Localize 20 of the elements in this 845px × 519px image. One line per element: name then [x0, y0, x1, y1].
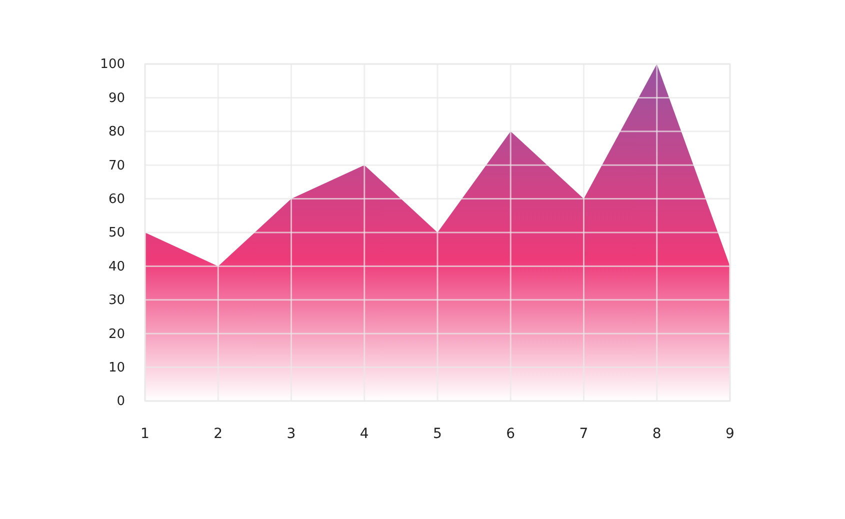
y-tick-label: 70: [108, 158, 125, 174]
y-tick-label: 40: [108, 259, 125, 274]
y-tick-label: 20: [108, 326, 125, 342]
y-tick-label: 60: [108, 192, 125, 207]
x-tick-label: 6: [506, 426, 516, 442]
x-tick-label: 5: [433, 426, 442, 442]
x-tick-label: 8: [652, 426, 662, 442]
x-tick-label: 7: [579, 426, 588, 442]
y-tick-label: 10: [108, 360, 125, 376]
y-tick-label: 50: [108, 226, 125, 241]
y-tick-label: 30: [108, 293, 125, 308]
y-tick-label: 100: [100, 57, 125, 72]
y-tick-label: 90: [108, 90, 125, 106]
x-tick-label: 2: [214, 426, 223, 442]
y-tick-label: 0: [116, 394, 125, 410]
x-tick-label: 4: [360, 426, 369, 442]
y-tick-label: 80: [108, 124, 125, 140]
x-tick-label: 9: [726, 426, 734, 442]
x-tick-label: 3: [286, 426, 296, 442]
x-tick-label: 1: [140, 426, 150, 442]
